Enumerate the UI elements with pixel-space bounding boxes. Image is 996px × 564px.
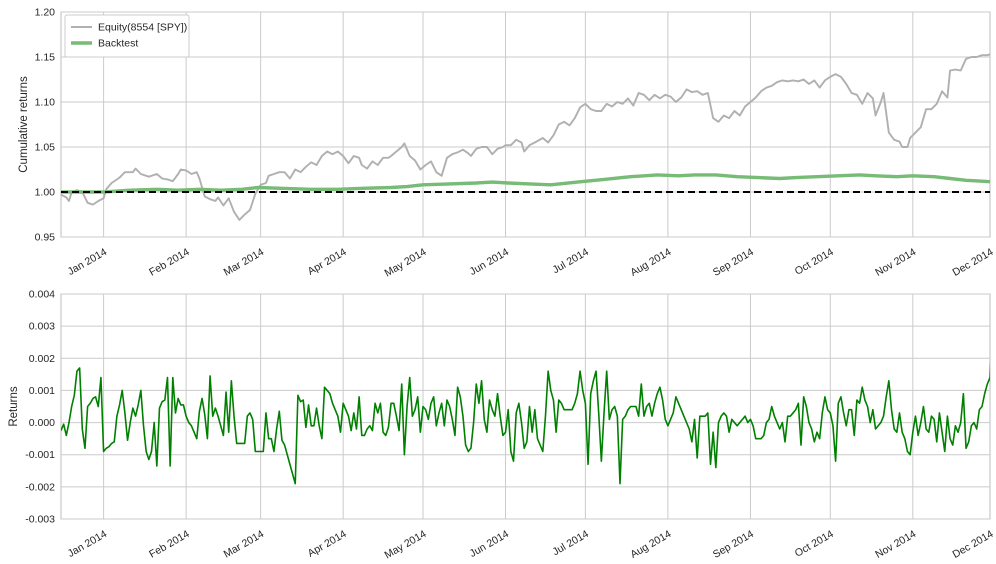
y-tick-label: 0.003	[29, 321, 55, 333]
x-tick-label: Dec 2014	[951, 528, 996, 561]
y-tick-label: 0.000	[29, 417, 55, 429]
legend-box	[64, 14, 190, 58]
x-tick-label: Nov 2014	[873, 528, 918, 561]
x-tick-label: Aug 2014	[628, 528, 673, 561]
y-tick-label: 1.20	[35, 7, 56, 19]
series-line-equity-8554-spy	[61, 53, 990, 221]
cumulative-returns-panel: 0.95 1.00 1.05 1.10 1.15 1.20 Jan 2014 Feb 2014…	[18, 7, 996, 280]
x-tick-label: Oct 2014	[793, 246, 836, 278]
returns-panel: -0.003 -0.002 -0.001 0.000 0.001 0.002 0.003 0.…	[8, 289, 996, 562]
x-tick-label: Jan 2014	[66, 246, 110, 278]
legend-label: Backtest	[98, 38, 138, 50]
x-tick-label: Jan 2014	[66, 528, 110, 560]
y-tick-label: 0.004	[29, 289, 55, 301]
legend: Equity(8554 [SPY]) Backtest	[64, 14, 190, 58]
x-tick-label: Mar 2014	[222, 246, 267, 279]
plot-area	[60, 293, 991, 520]
x-tick-label: May 2014	[383, 528, 429, 562]
x-tick-label: Aug 2014	[628, 246, 673, 279]
x-tick-label: Jun 2014	[468, 528, 512, 560]
series-line-backtest	[61, 173, 990, 194]
x-tick-label: May 2014	[383, 246, 429, 280]
y-axis-label-returns: Returns	[8, 386, 20, 427]
y-tick-label: 1.15	[35, 52, 56, 64]
x-tick-label: Sep 2014	[711, 246, 756, 279]
y-tick-label: -0.002	[25, 481, 55, 493]
x-tick-label: Dec 2014	[951, 246, 996, 279]
series-line-returns	[61, 360, 990, 485]
x-tick-label: Feb 2014	[147, 528, 192, 561]
x-tick-label: Jun 2014	[468, 246, 512, 278]
x-tick-label: Jul 2014	[550, 528, 591, 558]
y-tick-label: 0.95	[35, 232, 56, 244]
y-tick-label: 1.00	[35, 187, 56, 199]
y-tick-label: -0.003	[25, 514, 55, 526]
x-tick-label: Sep 2014	[711, 528, 756, 561]
plot-area	[60, 11, 991, 238]
y-tick-label: 1.05	[35, 142, 56, 154]
y-tick-label: 0.002	[29, 353, 55, 365]
x-tick-label: Apr 2014	[306, 246, 349, 278]
legend-label: Equity(8554 [SPY])	[98, 22, 187, 34]
x-tick-label: Nov 2014	[873, 246, 918, 279]
x-tick-label: Feb 2014	[147, 246, 192, 279]
x-tick-label: Oct 2014	[793, 528, 836, 560]
y-tick-label: 1.10	[35, 97, 56, 109]
x-tick-label: Apr 2014	[306, 528, 349, 560]
y-tick-label: 0.001	[29, 385, 55, 397]
y-axis-label-cumulative-returns: Cumulative returns	[18, 76, 30, 173]
x-tick-label: Mar 2014	[222, 528, 267, 561]
y-tick-label: -0.001	[25, 449, 55, 461]
x-tick-label: Jul 2014	[550, 246, 591, 276]
